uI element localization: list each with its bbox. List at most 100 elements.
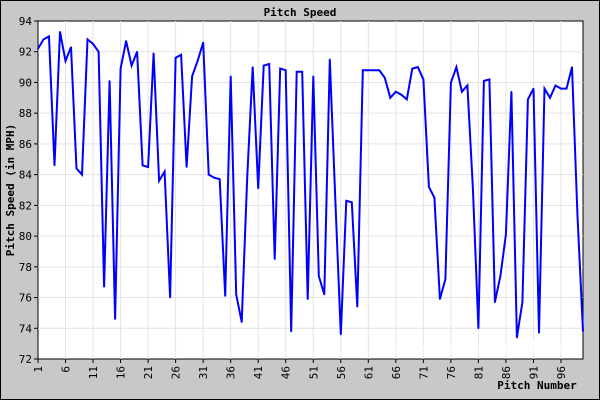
data-point <box>180 54 182 56</box>
data-point <box>235 293 237 296</box>
data-point <box>488 78 491 81</box>
data-point <box>48 35 50 38</box>
data-point <box>191 75 193 78</box>
data-point <box>350 201 353 204</box>
data-point <box>571 66 573 68</box>
x-tick-label: 91 <box>527 366 540 379</box>
data-point <box>273 258 276 260</box>
data-point <box>59 30 61 33</box>
data-point <box>295 70 298 73</box>
data-point <box>290 330 293 333</box>
data-point <box>439 298 441 300</box>
data-point <box>477 327 480 330</box>
data-point <box>328 58 331 61</box>
data-point <box>317 275 320 277</box>
data-point <box>428 186 430 188</box>
data-point <box>505 233 507 236</box>
data-point <box>125 40 127 42</box>
data-point <box>103 285 105 288</box>
data-point <box>141 164 144 167</box>
y-tick-label: 78 <box>19 261 32 274</box>
data-point <box>543 87 546 90</box>
data-point <box>510 90 513 93</box>
data-point <box>130 64 133 67</box>
watermark: BrooksBaseball.net <box>389 337 575 357</box>
data-point <box>444 278 447 280</box>
data-point <box>565 87 568 90</box>
x-tick-label: 61 <box>362 366 375 379</box>
data-point <box>53 164 56 167</box>
data-point <box>582 330 584 333</box>
y-axis-label: Pitch Speed (in MPH) <box>4 124 17 256</box>
y-tick-label: 94 <box>19 15 33 28</box>
y-tick-label: 76 <box>19 292 32 305</box>
x-axis: 1 6 11 16 21 26 31 36 41 46 51 56 61 66 71 76 81 86 91 96 <box>32 359 568 379</box>
x-tick-label: 51 <box>307 366 320 379</box>
data-point <box>202 41 204 44</box>
data-point <box>301 70 304 73</box>
data-point <box>494 301 496 303</box>
x-tick-label: 6 <box>60 366 73 373</box>
data-point <box>97 50 100 53</box>
y-tick-label: 82 <box>19 199 32 212</box>
data-point <box>378 69 381 71</box>
data-point <box>422 78 425 81</box>
data-point <box>527 98 529 101</box>
y-tick-label: 86 <box>19 138 32 151</box>
data-point <box>92 43 94 45</box>
data-point <box>472 187 474 190</box>
x-tick-label: 46 <box>280 366 293 379</box>
data-point <box>538 332 540 334</box>
y-axis: 72 74 76 78 80 82 84 86 88 90 92 94 <box>19 15 38 366</box>
data-point <box>64 60 67 62</box>
data-point <box>119 67 122 70</box>
chart-title: Pitch Speed <box>264 6 337 19</box>
x-tick-label: 76 <box>445 366 458 379</box>
x-tick-label: 36 <box>225 366 238 379</box>
x-tick-label: 66 <box>390 366 403 379</box>
data-point <box>483 80 485 82</box>
data-point <box>147 166 149 168</box>
data-point <box>461 90 463 93</box>
data-point <box>136 50 138 53</box>
y-tick-label: 74 <box>19 322 33 335</box>
x-tick-label: 1 <box>32 366 45 373</box>
data-point <box>521 301 524 303</box>
data-point <box>174 57 177 59</box>
data-point <box>108 80 111 82</box>
data-point <box>373 69 375 71</box>
data-point <box>240 321 243 323</box>
x-tick-label: 16 <box>115 366 128 379</box>
data-point <box>455 66 458 68</box>
y-tick-label: 80 <box>19 230 32 243</box>
data-point <box>532 87 535 90</box>
data-point <box>367 69 370 71</box>
data-point <box>306 298 309 300</box>
data-point <box>356 305 359 308</box>
series-points <box>37 30 584 339</box>
data-point <box>262 64 265 67</box>
x-tick-label: 26 <box>170 366 183 379</box>
data-point <box>554 84 557 87</box>
data-point <box>499 275 502 277</box>
data-point <box>549 97 551 99</box>
x-tick-label: 21 <box>142 366 155 379</box>
x-axis-label: Pitch Number <box>497 379 577 392</box>
data-point <box>229 75 232 78</box>
data-point <box>466 84 469 87</box>
data-point <box>323 293 326 296</box>
y-tick-label: 84 <box>19 169 33 182</box>
data-point <box>384 77 386 79</box>
x-tick-label: 96 <box>555 366 568 379</box>
data-point <box>251 66 254 68</box>
x-tick-label: 41 <box>252 366 265 379</box>
data-point <box>417 66 419 68</box>
data-point <box>213 176 215 179</box>
data-point <box>163 170 166 173</box>
x-tick-label: 56 <box>335 366 348 379</box>
x-tick-label: 71 <box>417 366 430 379</box>
data-point <box>345 199 348 202</box>
data-point <box>279 67 282 70</box>
x-tick-label: 11 <box>87 366 100 379</box>
